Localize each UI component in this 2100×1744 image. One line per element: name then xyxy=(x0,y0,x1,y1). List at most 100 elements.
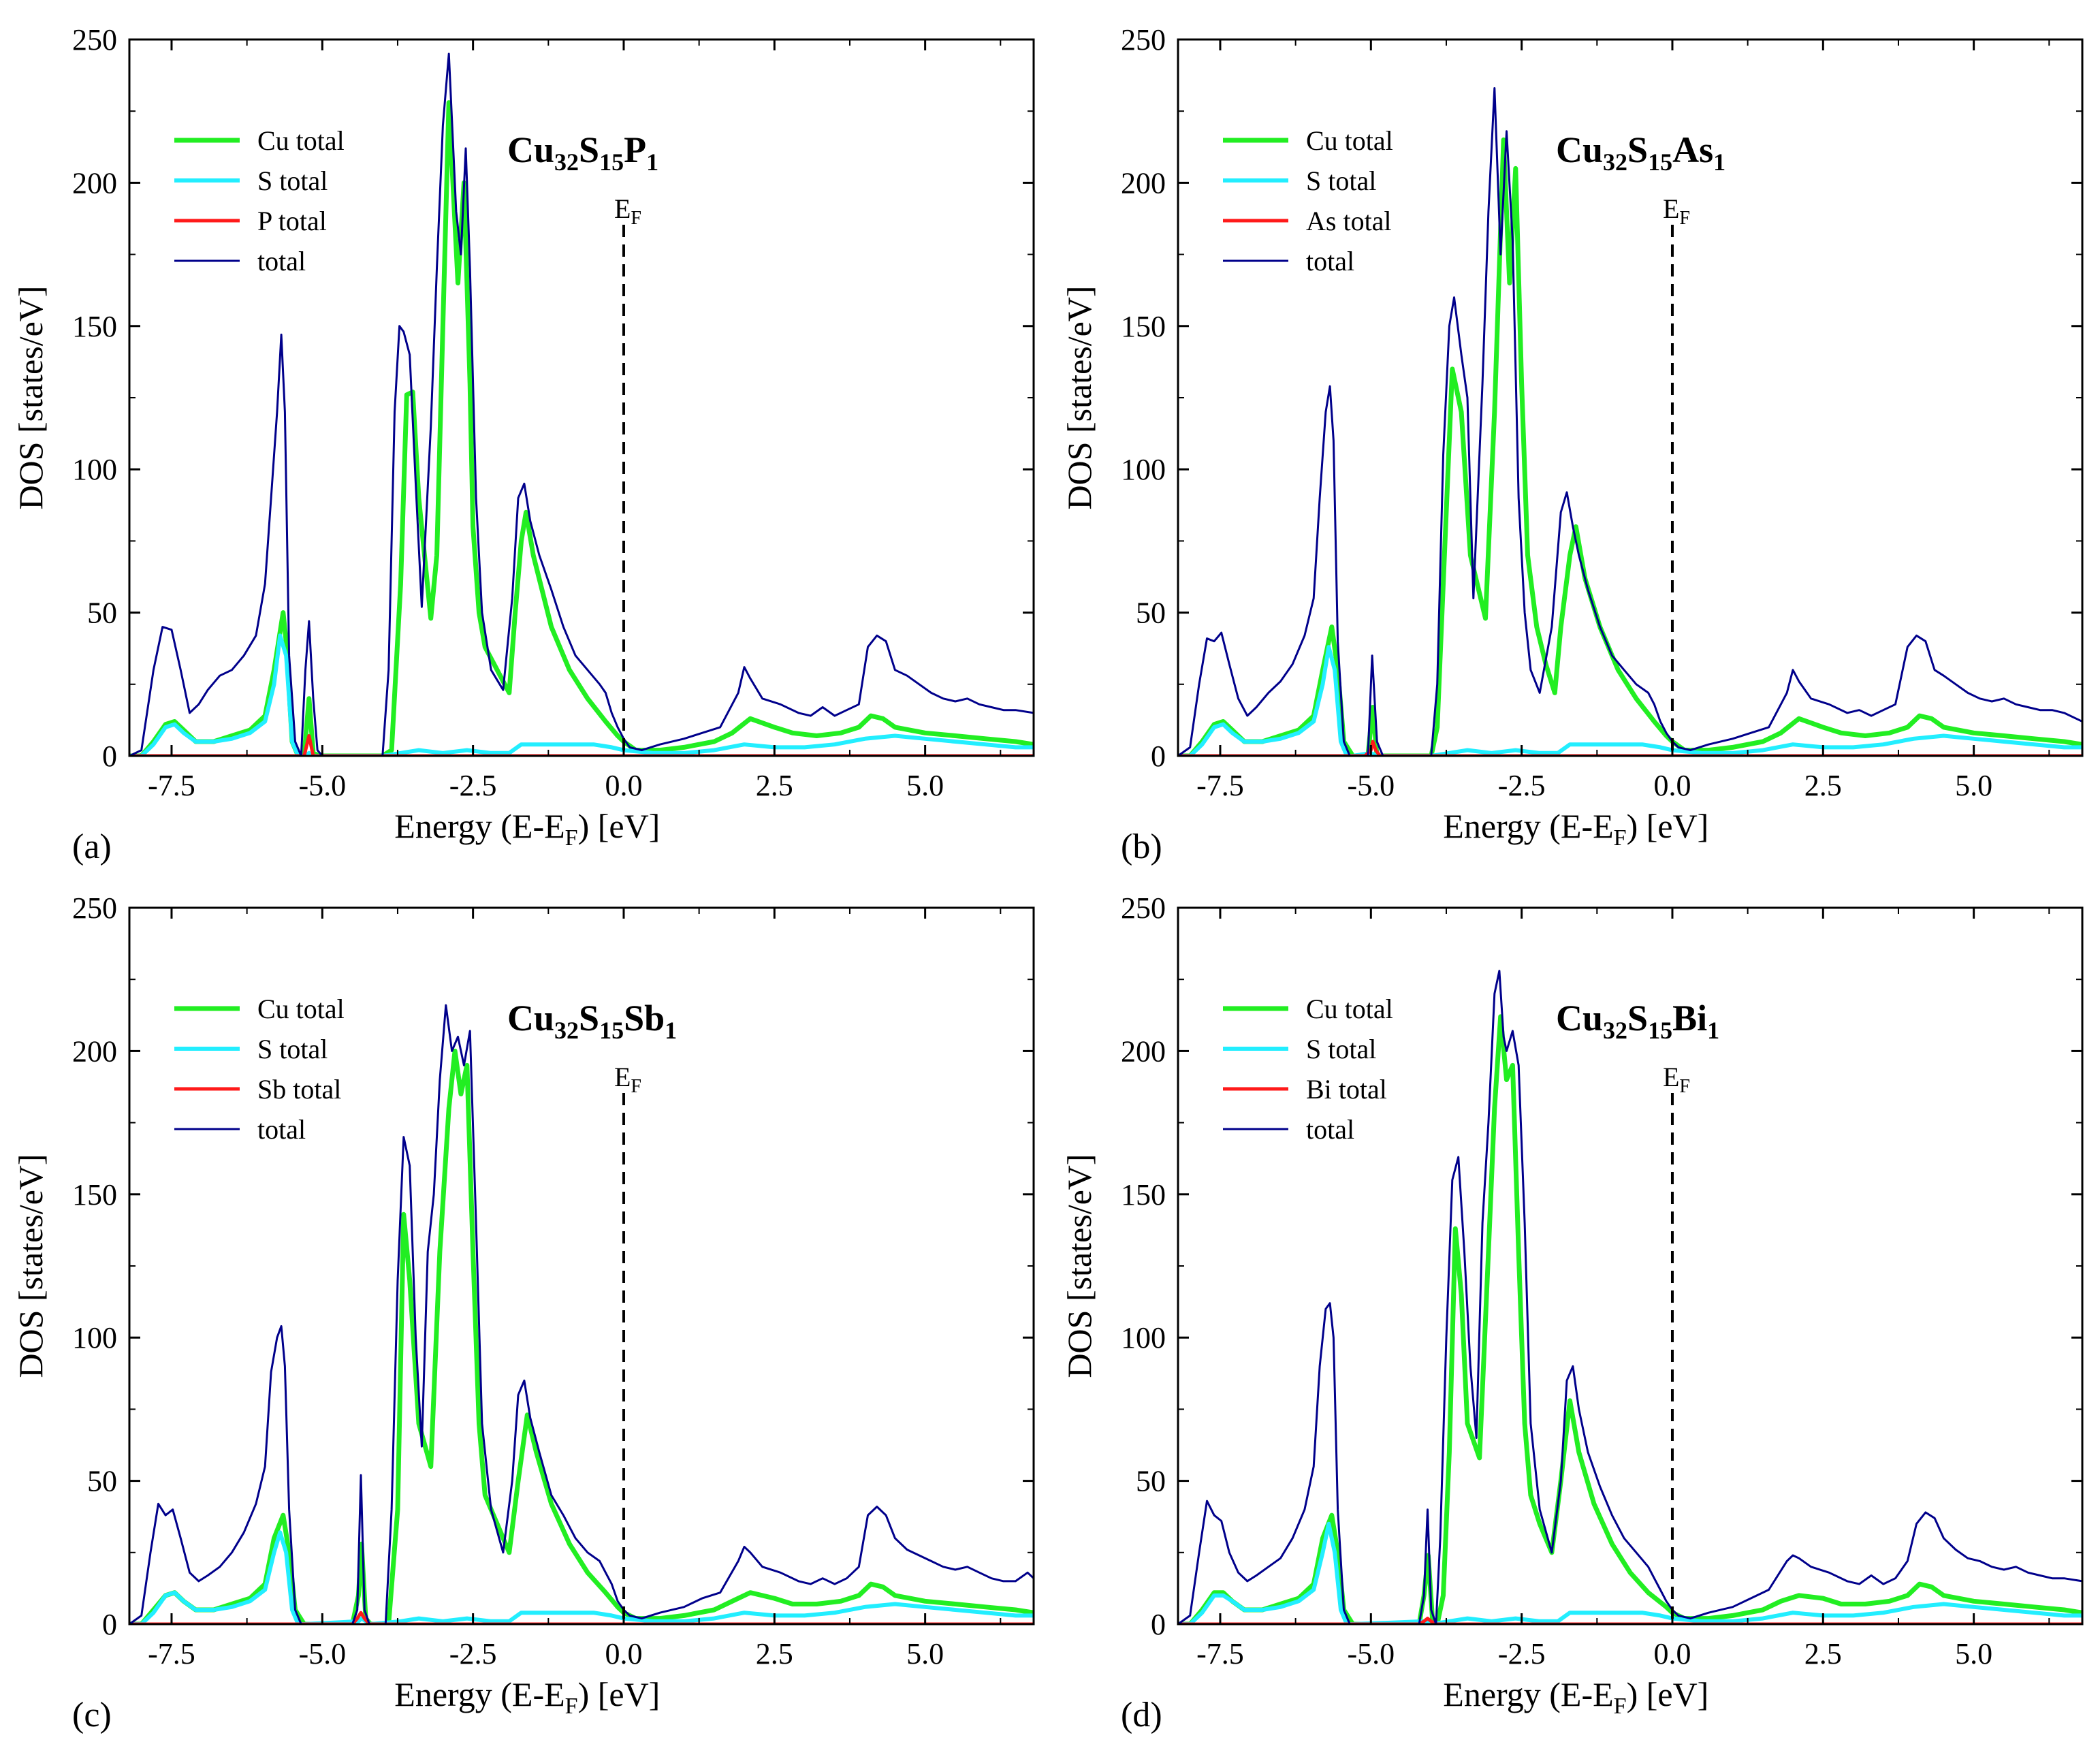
panel-label: (d) xyxy=(1121,1696,1162,1734)
x-tick-label: -5.0 xyxy=(1347,1637,1395,1670)
y-tick-label: 0 xyxy=(102,740,117,773)
fermi-label: EF xyxy=(1663,193,1690,229)
series-line-s xyxy=(1178,1521,2082,1624)
x-tick-label: -7.5 xyxy=(1196,1637,1244,1670)
y-tick-label: 150 xyxy=(1121,310,1166,343)
series-line-x xyxy=(1178,1617,2082,1624)
y-axis-label: DOS [states/eV] xyxy=(12,1154,50,1378)
legend: Cu total S total Bi total total xyxy=(1223,994,1393,1145)
panel-label: (c) xyxy=(72,1696,112,1734)
legend-label: Cu total xyxy=(1306,125,1393,156)
legend-label: S total xyxy=(1306,1034,1376,1064)
x-tick-label: 2.5 xyxy=(756,1637,793,1670)
x-tick-label: 2.5 xyxy=(1804,1637,1842,1670)
x-tick-label: -7.5 xyxy=(148,1637,195,1670)
y-tick-label: 50 xyxy=(1136,597,1166,630)
y-tick-label: 250 xyxy=(1121,23,1166,57)
y-axis-label: DOS [states/eV] xyxy=(1060,285,1098,509)
x-tick-label: -2.5 xyxy=(1498,769,1546,802)
legend-label: Cu total xyxy=(1306,994,1393,1024)
x-tick-label: 0.0 xyxy=(1653,1637,1691,1670)
y-tick-label: 100 xyxy=(1121,453,1166,486)
legend-label: total xyxy=(1306,1114,1354,1145)
y-tick-label: 200 xyxy=(72,166,117,200)
series-line-cu xyxy=(1178,1014,2082,1624)
y-axis-label: DOS [states/eV] xyxy=(12,285,50,509)
compound-title: Cu32S15As1 xyxy=(1556,129,1725,176)
x-axis-label: Energy (E-EF) [eV] xyxy=(394,1675,660,1719)
x-tick-label: 0.0 xyxy=(605,1637,642,1670)
x-tick-label: 0.0 xyxy=(605,769,642,802)
y-tick-label: 0 xyxy=(102,1608,117,1641)
series-line-x xyxy=(1178,740,2082,756)
compound-title: Cu32S15P1 xyxy=(507,129,658,176)
panel-label: (b) xyxy=(1121,827,1162,866)
series-line-x xyxy=(129,734,1034,756)
x-tick-label: -5.0 xyxy=(298,769,346,802)
legend: Cu total S total Sb total total xyxy=(174,994,345,1145)
x-tick-label: 5.0 xyxy=(1955,1637,1992,1670)
series-group xyxy=(129,1004,1034,1624)
panel-d: EF -7.5 -5.0 -2.5 0.0 2.5 5.0 0 50 100 150 200 250 DO… xyxy=(1060,891,2084,1734)
y-tick-label: 50 xyxy=(87,1465,117,1498)
legend: Cu total S total P total total xyxy=(174,125,345,276)
x-axis-label: Energy (E-EF) [eV] xyxy=(1443,1675,1708,1719)
y-tick-label: 150 xyxy=(72,310,117,343)
panel-label: (a) xyxy=(72,827,112,866)
x-tick-label: 5.0 xyxy=(906,1637,944,1670)
x-tick-label: -7.5 xyxy=(1196,769,1244,802)
y-axis-label: DOS [states/eV] xyxy=(1060,1154,1098,1378)
series-line-total xyxy=(129,52,1034,756)
fermi-label: EF xyxy=(614,1062,641,1097)
series-line-total xyxy=(1178,87,2082,756)
legend-label: S total xyxy=(257,165,328,196)
y-tick-label: 50 xyxy=(87,597,117,630)
legend-label: total xyxy=(257,1114,306,1145)
legend-label: total xyxy=(257,246,306,276)
series-line-cu xyxy=(129,100,1034,756)
fermi-label: EF xyxy=(614,193,641,229)
y-tick-label: 100 xyxy=(72,1321,117,1354)
series-group xyxy=(1178,87,2082,756)
y-tick-label: 100 xyxy=(72,453,117,486)
legend-label: As total xyxy=(1306,206,1392,236)
y-tick-label: 200 xyxy=(1121,1034,1166,1068)
series-line-s xyxy=(129,633,1034,756)
legend-label: P total xyxy=(257,206,327,236)
series-line-s xyxy=(129,1530,1034,1624)
series-line-x xyxy=(129,1611,1034,1624)
legend-label: Cu total xyxy=(257,994,345,1024)
x-tick-label: -2.5 xyxy=(449,769,497,802)
series-line-cu xyxy=(1178,137,2082,756)
legend-label: S total xyxy=(1306,165,1376,196)
x-axis-label: Energy (E-EF) [eV] xyxy=(1443,807,1708,851)
x-tick-label: 2.5 xyxy=(1804,769,1842,802)
compound-title: Cu32S15Bi1 xyxy=(1556,998,1719,1044)
y-tick-label: 150 xyxy=(72,1178,117,1211)
y-tick-label: 250 xyxy=(1121,891,1166,925)
panel-b: EF -7.5 -5.0 -2.5 0.0 2.5 5.0 0 50 100 150 200 250 DO… xyxy=(1060,23,2084,866)
y-tick-label: 50 xyxy=(1136,1465,1166,1498)
panel-c: EF -7.5 -5.0 -2.5 0.0 2.5 5.0 0 50 100 150 200 250 DO… xyxy=(12,891,1035,1734)
x-tick-label: 5.0 xyxy=(906,769,944,802)
y-tick-label: 200 xyxy=(1121,166,1166,200)
x-tick-label: -5.0 xyxy=(298,1637,346,1670)
y-tick-label: 100 xyxy=(1121,1321,1166,1354)
legend-label: S total xyxy=(257,1034,328,1064)
x-axis-label: Energy (E-EF) [eV] xyxy=(394,807,660,851)
series-line-cu xyxy=(129,1048,1034,1624)
fermi-label: EF xyxy=(1663,1062,1690,1097)
y-tick-label: 0 xyxy=(1151,1608,1166,1641)
x-tick-label: -2.5 xyxy=(1498,1637,1546,1670)
x-tick-label: 0.0 xyxy=(1653,769,1691,802)
compound-title: Cu32S15Sb1 xyxy=(507,998,677,1044)
x-tick-label: -5.0 xyxy=(1347,769,1395,802)
legend: Cu total S total As total total xyxy=(1223,125,1393,276)
legend-label: Sb total xyxy=(257,1074,341,1105)
legend-label: total xyxy=(1306,246,1354,276)
series-group xyxy=(1178,970,2082,1624)
x-tick-label: -2.5 xyxy=(449,1637,497,1670)
y-tick-label: 150 xyxy=(1121,1178,1166,1211)
series-group xyxy=(129,52,1034,756)
